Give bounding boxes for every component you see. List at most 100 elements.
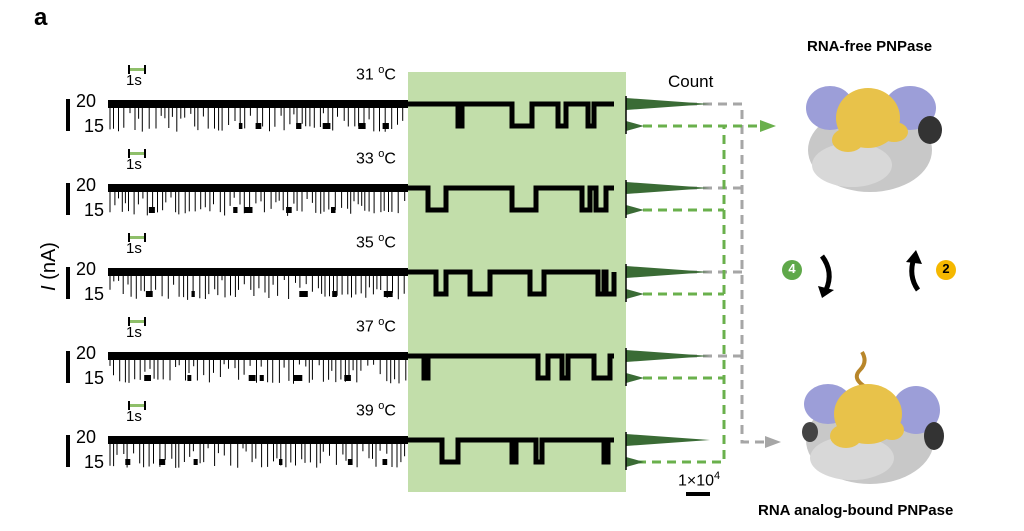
trace-baseline	[108, 436, 408, 444]
histogram-low-peak	[626, 457, 644, 467]
trace-low-block	[125, 459, 131, 465]
step-label-forward: 4	[788, 261, 796, 276]
temperature-label: 37 oC	[356, 316, 396, 336]
trace-low-block	[193, 459, 198, 465]
trace-low-block	[233, 207, 238, 213]
time-scale-label: 1s	[126, 324, 142, 341]
histogram-low-peak	[626, 205, 644, 215]
histogram-high-peak	[626, 182, 710, 194]
time-scale-bar	[128, 320, 146, 323]
state-title-rna-free: RNA-free PNPase	[807, 38, 933, 55]
current-trace	[66, 65, 710, 134]
current-trace	[66, 401, 710, 470]
histogram-high-peak	[626, 434, 710, 446]
count-scale-label: 1×104	[678, 470, 720, 490]
histogram-low-peak	[626, 289, 644, 299]
trace-low-block	[299, 291, 308, 297]
gray-arrowhead	[765, 436, 781, 448]
temperature-label: 33 oC	[356, 148, 396, 168]
time-scale-label: 1s	[126, 156, 142, 173]
zoom-highlight	[408, 72, 626, 492]
y-tick-label: 15	[84, 284, 105, 304]
trace-baseline	[108, 100, 408, 108]
forward-arrow	[819, 254, 832, 292]
time-scale-tick	[144, 401, 146, 410]
step-label-back: 2	[942, 261, 950, 276]
temperature-label: 35 oC	[356, 232, 396, 252]
histogram-low-peak	[626, 373, 644, 383]
trace-low-block	[248, 375, 256, 381]
trace-low-block	[244, 207, 253, 213]
time-scale-tick	[144, 149, 146, 158]
time-scale-tick	[128, 149, 130, 158]
trace-spikes	[109, 356, 407, 384]
trace-zoomed	[408, 353, 614, 381]
state-title-rna-bound: RNA analog-bound PNPase	[758, 502, 954, 519]
trace-low-block	[187, 375, 192, 381]
traces-layer	[66, 65, 710, 470]
time-scale-tick	[128, 233, 130, 242]
temperature-label: 39 oC	[356, 400, 396, 420]
count-label: Count	[668, 72, 714, 91]
trace-low-block	[358, 123, 366, 129]
time-scale-label: 1s	[126, 72, 142, 89]
y-tick-label: 20	[76, 427, 97, 447]
trace-spikes	[109, 104, 404, 132]
trace-low-block	[383, 291, 393, 297]
trace-spikes	[109, 188, 406, 216]
trace-low-block	[332, 291, 337, 297]
dashed-connectors	[628, 102, 765, 464]
y-tick-label: 15	[84, 116, 105, 136]
temperature-label: 31 oC	[356, 64, 396, 84]
time-scale-bar	[128, 404, 146, 407]
trace-low-block	[191, 291, 195, 297]
y-axis-unit: (nA)	[37, 242, 60, 286]
trace-zoomed	[408, 269, 617, 297]
trace-baseline	[108, 184, 408, 192]
trace-low-block	[382, 123, 389, 129]
trace-low-block	[347, 459, 353, 465]
time-scale-bar	[128, 152, 146, 155]
trace-low-block	[146, 291, 151, 297]
histogram-high-peak	[626, 266, 710, 278]
time-scale-bar	[128, 236, 146, 239]
protein-structure-rna-free	[806, 86, 942, 192]
trace-low-block	[322, 123, 331, 129]
y-tick-label: 15	[84, 368, 105, 388]
trace-low-block	[159, 459, 166, 465]
trace-low-block	[279, 459, 283, 465]
forward-arrowhead	[818, 286, 834, 298]
trace-low-block	[238, 123, 243, 129]
time-scale-label: 1s	[126, 240, 142, 257]
protein-structure-rna-bound	[802, 350, 944, 484]
histogram-high-peak	[626, 98, 710, 110]
trace-low-block	[382, 459, 388, 465]
trace-baseline	[108, 268, 408, 276]
y-axis-symbol: I	[37, 285, 60, 291]
current-scale-bar	[66, 99, 70, 131]
step-badge-forward	[782, 260, 802, 280]
trace-low-block	[344, 375, 351, 381]
time-scale-bar	[128, 68, 146, 71]
trace-low-block	[148, 207, 155, 213]
time-scale-tick	[144, 233, 146, 242]
histogram-low-peak	[626, 121, 644, 131]
count-scale-bar	[686, 492, 710, 496]
y-tick-label: 20	[76, 91, 97, 111]
trace-spikes	[109, 272, 405, 300]
histogram-high-peak	[626, 350, 710, 362]
current-trace	[66, 317, 710, 386]
trace-zoomed	[408, 101, 614, 129]
y-tick-label: 15	[84, 200, 105, 220]
panel-label: a	[34, 4, 48, 31]
step-badge-back	[936, 260, 956, 280]
trace-low-block	[144, 375, 151, 381]
current-trace	[66, 233, 710, 302]
current-trace	[66, 149, 710, 218]
trace-spikes	[109, 440, 406, 468]
y-tick-label: 20	[76, 343, 97, 363]
y-tick-label: 20	[76, 259, 97, 279]
trace-low-block	[296, 123, 302, 129]
